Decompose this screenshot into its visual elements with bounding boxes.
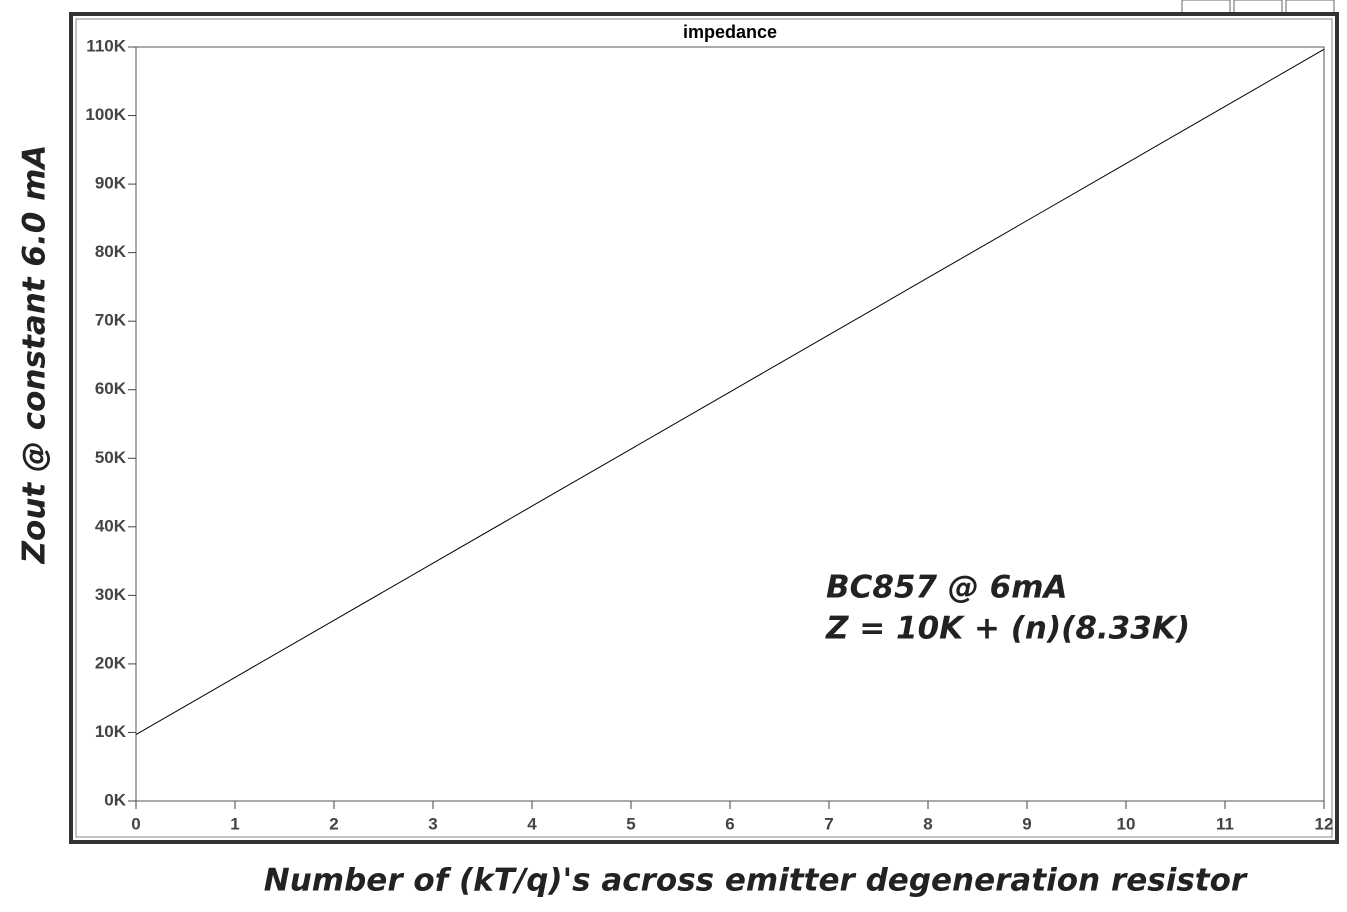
chart-title: impedance: [683, 22, 777, 42]
plot-frame-inner: [75, 18, 1333, 838]
y-tick-label: 0K: [104, 790, 126, 809]
y-tick-label: 50K: [95, 448, 127, 467]
x-tick-label: 8: [923, 814, 932, 833]
plot-area: [135, 46, 1325, 802]
x-tick-label: 2: [329, 814, 338, 833]
window-button[interactable]: [1285, 0, 1335, 15]
y-axis-label: Zout @ constant 6.0 mA: [17, 145, 53, 565]
annotation: BC857 @ 6mA: [826, 570, 1068, 606]
y-tick-label: 10K: [95, 722, 127, 741]
x-tick-label: 1: [230, 814, 239, 833]
x-tick-label: 7: [824, 814, 833, 833]
y-tick-label: 110K: [86, 36, 126, 55]
y-tick-label: 60K: [95, 379, 127, 398]
x-tick-label: 9: [1022, 814, 1031, 833]
y-tick-label: 80K: [95, 242, 127, 261]
x-tick-label: 3: [428, 814, 437, 833]
y-tick-label: 30K: [95, 585, 127, 604]
x-axis-label: Number of (kT/q)'s across emitter degene…: [264, 863, 1248, 899]
y-tick-label: 70K: [95, 311, 127, 330]
x-tick-label: 4: [527, 814, 537, 833]
y-tick-label: 20K: [95, 653, 127, 672]
x-tick-label: 10: [1117, 814, 1136, 833]
x-tick-label: 0: [131, 814, 140, 833]
y-tick-label: 100K: [85, 105, 126, 124]
y-tick-label: 40K: [95, 516, 127, 535]
window-button[interactable]: [1181, 0, 1231, 15]
x-tick-label: 5: [626, 814, 635, 833]
line-series: [135, 48, 1325, 735]
x-tick-label: 6: [725, 814, 734, 833]
window-button[interactable]: [1233, 0, 1283, 15]
y-tick-label: 90K: [95, 174, 127, 193]
x-tick-label: 12: [1315, 814, 1334, 833]
x-tick-label: 11: [1216, 814, 1234, 833]
annotation: Z = 10K + (n)(8.33K): [825, 611, 1190, 647]
